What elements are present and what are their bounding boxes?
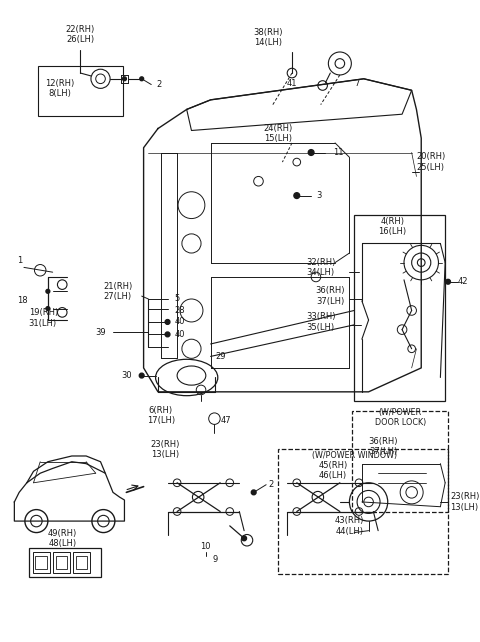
Text: 42: 42 (457, 277, 468, 286)
Text: 33(RH)
35(LH): 33(RH) 35(LH) (306, 312, 336, 332)
Text: 9: 9 (213, 555, 218, 564)
Bar (56, 555, 67, 569)
Bar (29, 548, 100, 577)
Text: 18: 18 (17, 297, 28, 306)
Text: 1: 1 (17, 256, 23, 265)
Circle shape (308, 150, 314, 155)
Text: 40: 40 (174, 317, 185, 327)
Circle shape (252, 490, 256, 495)
Text: 7: 7 (354, 79, 360, 88)
Circle shape (46, 307, 50, 311)
Text: 40: 40 (174, 330, 185, 339)
Text: 3: 3 (316, 191, 321, 200)
Circle shape (242, 536, 247, 541)
Text: 30: 30 (121, 371, 132, 380)
Circle shape (122, 77, 126, 81)
Text: 22(RH)
26(LH): 22(RH) 26(LH) (66, 25, 95, 44)
Text: 32(RH)
34(LH): 32(RH) 34(LH) (306, 257, 336, 277)
Text: 23(RH)
13(LH): 23(RH) 13(LH) (450, 492, 480, 512)
Text: 12(RH)
8(LH): 12(RH) 8(LH) (45, 79, 74, 98)
Bar (354, 214, 445, 401)
Text: 29: 29 (216, 352, 226, 361)
Text: 36(RH)
37(LH): 36(RH) 37(LH) (315, 286, 345, 306)
Circle shape (165, 320, 170, 324)
Text: 6(RH)
17(LH): 6(RH) 17(LH) (147, 406, 175, 426)
Bar (76, 555, 87, 569)
Text: 49(RH)
48(LH): 49(RH) 48(LH) (48, 528, 77, 548)
Text: 43(RH)
44(LH): 43(RH) 44(LH) (335, 516, 364, 535)
Text: 38(RH)
14(LH): 38(RH) 14(LH) (253, 28, 283, 48)
Text: 4(RH)
16(LH): 4(RH) 16(LH) (378, 216, 407, 236)
Text: 21(RH)
27(LH): 21(RH) 27(LH) (103, 282, 132, 301)
Bar (33, 551, 50, 573)
Text: 47: 47 (220, 416, 231, 425)
Text: 10: 10 (201, 542, 211, 551)
Circle shape (165, 332, 170, 337)
Text: 45(RH)
46(LH): 45(RH) 46(LH) (319, 461, 348, 480)
Text: 23(RH)
13(LH): 23(RH) 13(LH) (150, 440, 180, 459)
Text: 20(RH)
25(LH): 20(RH) 25(LH) (417, 152, 446, 172)
Text: 2: 2 (156, 80, 161, 89)
Text: 39: 39 (96, 328, 107, 337)
Circle shape (46, 290, 50, 293)
Text: 28: 28 (174, 306, 185, 315)
Text: 11: 11 (333, 148, 344, 157)
Circle shape (294, 193, 300, 198)
Text: (W/POWER
DOOR LOCK): (W/POWER DOOR LOCK) (374, 408, 426, 428)
Text: (W/POWER WINDOW): (W/POWER WINDOW) (312, 451, 397, 460)
Text: 5: 5 (174, 295, 180, 304)
Text: 19(RH)
31(LH): 19(RH) 31(LH) (29, 308, 58, 328)
Text: 2: 2 (268, 480, 273, 489)
Bar (73, 551, 90, 573)
Text: 41: 41 (287, 79, 297, 88)
Text: 24(RH)
15(LH): 24(RH) 15(LH) (263, 124, 292, 143)
Circle shape (140, 77, 144, 81)
Circle shape (139, 373, 144, 378)
Bar (277, 449, 448, 574)
Bar (38, 66, 122, 116)
Bar (352, 411, 448, 512)
Circle shape (445, 279, 450, 284)
Bar (53, 551, 70, 573)
Text: 36(RH)
37(LH): 36(RH) 37(LH) (368, 437, 398, 456)
Bar (36, 555, 47, 569)
